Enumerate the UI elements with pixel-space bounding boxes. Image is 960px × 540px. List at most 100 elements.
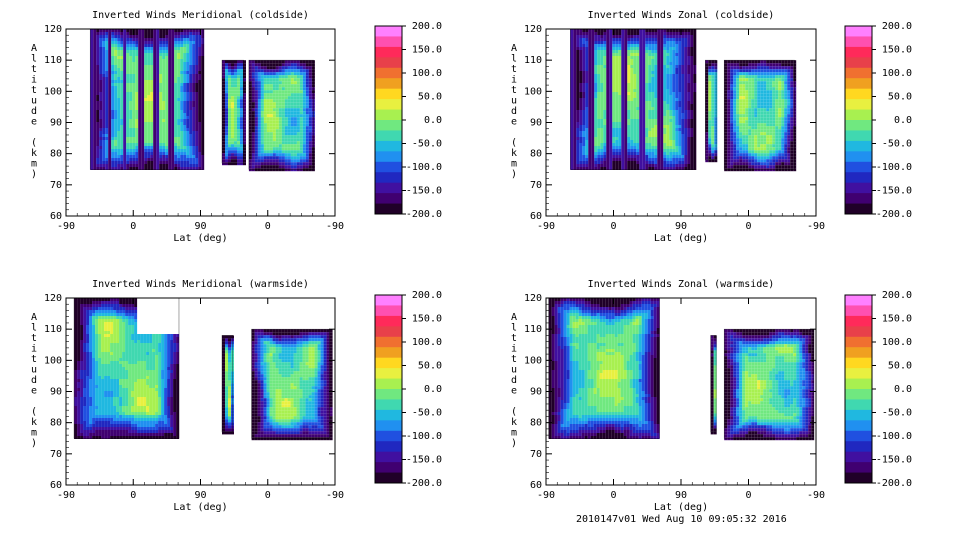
colorbar-segment [375,26,402,37]
x-tick-label: 0 [265,490,271,501]
y-label-char: i [511,75,517,86]
colorbar-segment [845,378,872,390]
colorbar-segment [375,99,402,111]
colorbar-segment [375,172,402,184]
contour-field [89,28,315,172]
contour-outline [705,59,717,161]
x-tick-label: 0 [130,221,136,232]
x-axis-label: Lat (deg) [173,502,227,513]
colorbar-tick-label: -150.0 [406,186,442,197]
x-axis-label: Lat (deg) [654,502,708,513]
x-tick-label: 0 [265,221,271,232]
panel-title: Inverted Winds Meridional (warmside) [92,279,309,290]
y-label-char: t [511,354,517,365]
colorbar-tick-label: -100.0 [876,431,912,442]
colorbar-segment [375,336,402,348]
y-label-char: m [31,159,37,170]
colorbar-segment [375,399,402,411]
colorbar-segment [845,462,872,474]
colorbar-segment [845,295,872,306]
y-tick-label: 80 [530,149,542,160]
y-axis: 60 70 80 90 100 110 120 [44,293,335,491]
y-tick-label: 60 [50,480,62,491]
colorbar-segment [375,120,402,131]
colorbar-segment [845,326,872,338]
y-label-char: e [31,386,37,397]
colorbar-tick-label: 100.0 [412,68,442,79]
y-label-char: A [511,312,517,323]
colorbar-segment [375,46,402,58]
colorbar-tick-label: 150.0 [412,45,442,56]
y-tick-label: 110 [44,55,62,66]
colorbar-tick-label: -200.0 [876,478,912,489]
panel-title: Inverted Winds Zonal (warmside) [588,279,775,290]
y-tick-label: 120 [524,293,542,304]
contour-outline [251,328,330,439]
panel-3: Inverted Winds Meridional (warmside) 60 70… [31,279,442,513]
y-tick-label: 110 [524,55,542,66]
y-tick-label: 70 [530,180,542,191]
colorbar-tick-label: 0.0 [424,115,442,126]
colorbar-segment [845,451,872,463]
panel-4: Inverted Winds Zonal (warmside) 60 70 80 90 1… [511,279,912,513]
colorbar-segment [375,130,402,142]
colorbar-tick-label: 200.0 [882,21,912,32]
colorbar-segment [845,88,872,100]
contour-outline [221,59,244,164]
colorbar-tick-label: -100.0 [876,162,912,173]
colorbar-tick-label: -150.0 [876,455,912,466]
colorbar-segment [845,336,872,348]
x-tick-label: -90 [57,221,75,232]
y-tick-label: 90 [50,387,62,398]
y-label-char: t [31,85,37,96]
colorbar-segment [375,389,402,400]
colorbar-tick-label: -100.0 [406,431,442,442]
y-tick-label: 120 [44,24,62,35]
x-tick-label: -90 [326,221,344,232]
y-label-char: m [31,428,37,439]
colorbar-segment [845,203,872,215]
y-label-char: e [511,117,517,128]
colorbar-tick-label: 200.0 [412,21,442,32]
panel-1: Inverted Winds Meridional (coldside) 60 70… [31,10,442,244]
contour-field [548,297,815,441]
colorbar-tick-label: -150.0 [876,186,912,197]
x-axis-label: Lat (deg) [654,233,708,244]
x-tick-label: 90 [194,221,206,232]
colorbar-segment [375,88,402,100]
colorbar-segment [845,409,872,421]
colorbar-segment [375,305,402,317]
colorbar-segment [375,161,402,173]
colorbar-segment [375,109,402,121]
colorbar-segment [845,26,872,37]
x-tick-label: 0 [130,490,136,501]
x-tick-label: 0 [745,490,751,501]
y-label-char: l [511,54,517,65]
x-tick-label: 90 [675,490,687,501]
contour-outline [723,59,795,170]
y-label-char: e [31,117,37,128]
colorbar-segment [845,420,872,432]
colorbar-segment [845,472,872,484]
colorbar-segment [375,420,402,432]
y-label-char: d [31,375,37,386]
colorbar-tick-label: 0.0 [894,115,912,126]
x-axis: -90 0 90 0 -90 [537,298,825,501]
y-label-char: ( [511,138,517,149]
y-label-char: k [511,417,517,428]
y-label-char: t [31,333,37,344]
y-tick-label: 80 [50,418,62,429]
y-label-char: k [31,417,37,428]
x-tick-label: -90 [537,490,555,501]
colorbar-tick-label: 200.0 [412,290,442,301]
panel-title: Inverted Winds Meridional (coldside) [92,10,309,21]
colorbar-tick-label: 150.0 [882,45,912,56]
colorbar-segment [845,182,872,194]
colorbar-segment [375,193,402,205]
x-tick-label: 0 [610,221,616,232]
colorbar-tick-label: 100.0 [882,337,912,348]
y-label-char: u [31,96,37,107]
colorbar-tick-label: 0.0 [424,384,442,395]
